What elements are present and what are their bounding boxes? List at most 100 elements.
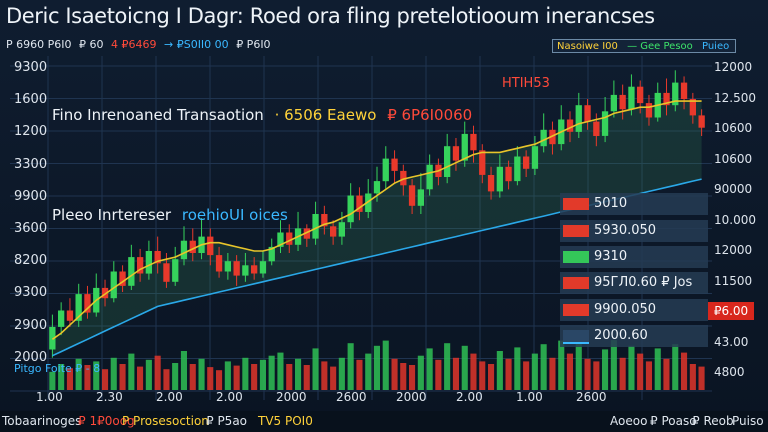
status-item[interactable]: Aoeoo (610, 414, 648, 428)
candle-body (189, 240, 196, 253)
volume-bar (84, 365, 91, 390)
candle-body (312, 214, 319, 239)
volume-bar (224, 361, 231, 390)
annotation-transaction: Fino Inrenoaned Transaotion · 6506 Eaewo… (52, 106, 478, 124)
candle-body (330, 226, 337, 237)
status-item[interactable]: TV5 POI0 (258, 414, 313, 428)
volume-bar (373, 345, 380, 390)
volume-bar (303, 365, 310, 390)
summary-row[interactable]: 95ГЛ0.60 ₽ Jos (560, 272, 708, 294)
candle-body (584, 105, 591, 122)
summary-value: 9310 (594, 249, 628, 264)
volume-bar (66, 368, 73, 390)
summary-row[interactable]: 5010 (560, 193, 708, 215)
y-tick-label: 2000 (14, 349, 48, 365)
summary-value: 9900.050 (594, 302, 657, 317)
status-item[interactable]: ₽ Poaso (650, 414, 697, 428)
candle-body (224, 261, 231, 272)
y-tick-label-right: 11500 (714, 273, 753, 288)
y-tick-label: 2900 (14, 317, 48, 333)
x-tick-label: 2.00 (456, 390, 483, 404)
volume-bar (663, 358, 670, 390)
volume-bar (330, 366, 337, 390)
status-item[interactable]: ₽ P5ao (206, 414, 248, 428)
candle-body (514, 156, 521, 182)
candle-body (207, 236, 214, 256)
status-item: Tobaarinoges (2, 414, 82, 428)
volume-bar (523, 361, 530, 390)
volume-bar (681, 352, 688, 390)
candle-body (505, 166, 512, 182)
candle-body (496, 166, 503, 192)
volume-bar (365, 353, 372, 390)
summary-value: 5930.050 (594, 223, 657, 238)
swatch (563, 225, 589, 237)
volume-bar (172, 363, 179, 390)
y-tick-label-right: 12000 (714, 60, 753, 74)
status-item[interactable]: Puiso (732, 414, 764, 428)
volume-bar (277, 352, 284, 390)
candle-body (479, 150, 486, 175)
swatch (563, 198, 589, 210)
volume-bar (286, 364, 293, 390)
status-item[interactable]: P Prosesoction (122, 414, 209, 428)
price-item: ₽ P6I0 (236, 38, 271, 51)
volume-bar (575, 342, 582, 390)
bottom-status-bar: Tobaarinoges ₽ 1₽0oog P Prosesoction ₽ P… (0, 411, 768, 432)
candle-body (365, 193, 372, 212)
legend-item: — Gee Pesoo (627, 41, 693, 52)
summary-row[interactable]: 5930.050 (560, 220, 708, 242)
candle-body (58, 310, 65, 327)
volume-bar (602, 349, 609, 390)
candle-body (637, 86, 644, 104)
swatch (563, 304, 589, 316)
candle-body (680, 82, 688, 99)
y-tick-label: 8200 (14, 253, 48, 269)
summary-row[interactable]: 9900.050 (560, 299, 708, 321)
candle-body (303, 228, 310, 239)
summary-value: 5010 (594, 196, 628, 211)
volume-bar (259, 359, 266, 390)
x-tick-label: 2000 (276, 390, 307, 404)
annotation-text: Pleeo Inrtereser (52, 206, 172, 224)
volume-label: Pitgo Foite ₽ - 8 (14, 362, 101, 375)
x-tick-label: 1.00 (36, 390, 63, 404)
volume-bar (628, 345, 635, 390)
candle-body (645, 103, 653, 118)
candle-body (566, 119, 574, 132)
volume-bar (75, 358, 82, 390)
status-item[interactable]: ₽ 1₽0oog (78, 414, 135, 428)
candle-body (601, 111, 609, 136)
summary-row[interactable]: 9310 (560, 246, 708, 268)
volume-bar (382, 340, 389, 390)
volume-bar (505, 358, 512, 390)
volume-bar (540, 344, 547, 390)
candle-body (128, 257, 135, 286)
status-item[interactable]: ₽ Reob (692, 414, 734, 428)
annotation-text: roehioUI oices (181, 206, 288, 224)
volume-bar (654, 348, 661, 390)
candle-body (444, 146, 451, 177)
volume-bar (400, 363, 407, 390)
swatch (563, 277, 589, 289)
price-item: ₽ 60 (79, 38, 104, 51)
x-tick-label: 2.30 (96, 390, 123, 404)
summary-row[interactable]: 2000.60 (560, 325, 708, 347)
volume-bar (689, 364, 696, 390)
candle-body (338, 222, 345, 237)
candle-body (286, 232, 293, 245)
volume-bar (417, 355, 424, 390)
price-item: 4 ₽6469 (111, 38, 157, 51)
volume-bar (338, 357, 345, 390)
y-tick-label-right: 12000 (714, 243, 753, 257)
candle-body (277, 232, 284, 247)
candle-body (242, 265, 249, 276)
chart-legend[interactable]: Nasoiwe I00 — Gee Pesoo Puieo (552, 39, 736, 53)
candle-body (259, 261, 267, 274)
candle-body (391, 158, 398, 171)
volume-bar (435, 359, 442, 390)
page-title: Deric Isaetoicng I Dagr: Roed ora fling … (6, 4, 655, 28)
volume-bar (409, 365, 416, 390)
candle-body (461, 133, 468, 161)
volume-bar (356, 359, 363, 390)
